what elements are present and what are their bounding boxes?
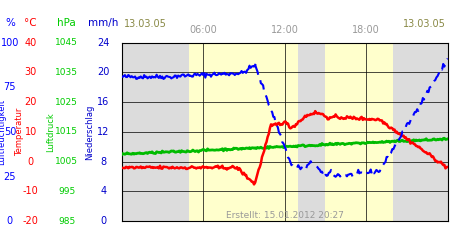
Text: -20: -20 — [22, 216, 39, 226]
Text: 8: 8 — [100, 157, 107, 167]
Text: Luftfeuchtigkeit: Luftfeuchtigkeit — [0, 99, 6, 165]
Text: 13.03.05: 13.03.05 — [403, 19, 446, 29]
Text: 1025: 1025 — [55, 98, 78, 106]
Text: 0: 0 — [100, 216, 107, 226]
Text: %: % — [5, 18, 15, 28]
Text: 4: 4 — [100, 186, 107, 196]
Text: 30: 30 — [24, 67, 37, 77]
Text: 0: 0 — [7, 216, 13, 226]
Text: Niederschlag: Niederschlag — [86, 104, 94, 160]
Text: 985: 985 — [58, 217, 75, 226]
Text: 12: 12 — [97, 127, 110, 137]
Text: 16: 16 — [97, 97, 110, 107]
Text: 25: 25 — [4, 172, 16, 181]
Text: 1005: 1005 — [55, 157, 78, 166]
Text: 18:00: 18:00 — [352, 25, 380, 35]
Text: 12:00: 12:00 — [271, 25, 298, 35]
Text: °C: °C — [24, 18, 37, 28]
Text: Erstellt: 15.01.2012 20:27: Erstellt: 15.01.2012 20:27 — [226, 211, 343, 220]
Text: 24: 24 — [97, 38, 110, 48]
Text: -10: -10 — [22, 186, 39, 196]
Text: Temperatur: Temperatur — [15, 108, 24, 156]
Text: 100: 100 — [1, 38, 19, 48]
Text: 40: 40 — [24, 38, 37, 48]
Text: 1035: 1035 — [55, 68, 78, 77]
Text: Luftdruck: Luftdruck — [46, 112, 55, 152]
Text: 10: 10 — [24, 127, 37, 137]
Text: 995: 995 — [58, 187, 75, 196]
Text: 06:00: 06:00 — [189, 25, 217, 35]
Bar — [189, 42, 298, 221]
Bar — [325, 42, 393, 221]
Text: mm/h: mm/h — [88, 18, 119, 28]
Text: 13.03.05: 13.03.05 — [124, 19, 166, 29]
Text: 20: 20 — [24, 97, 37, 107]
Text: 50: 50 — [4, 127, 16, 137]
Text: 20: 20 — [97, 67, 110, 77]
Text: 75: 75 — [4, 82, 16, 92]
Text: 1015: 1015 — [55, 128, 78, 136]
Text: 1045: 1045 — [55, 38, 78, 47]
Text: hPa: hPa — [57, 18, 76, 28]
Text: 0: 0 — [27, 157, 34, 167]
